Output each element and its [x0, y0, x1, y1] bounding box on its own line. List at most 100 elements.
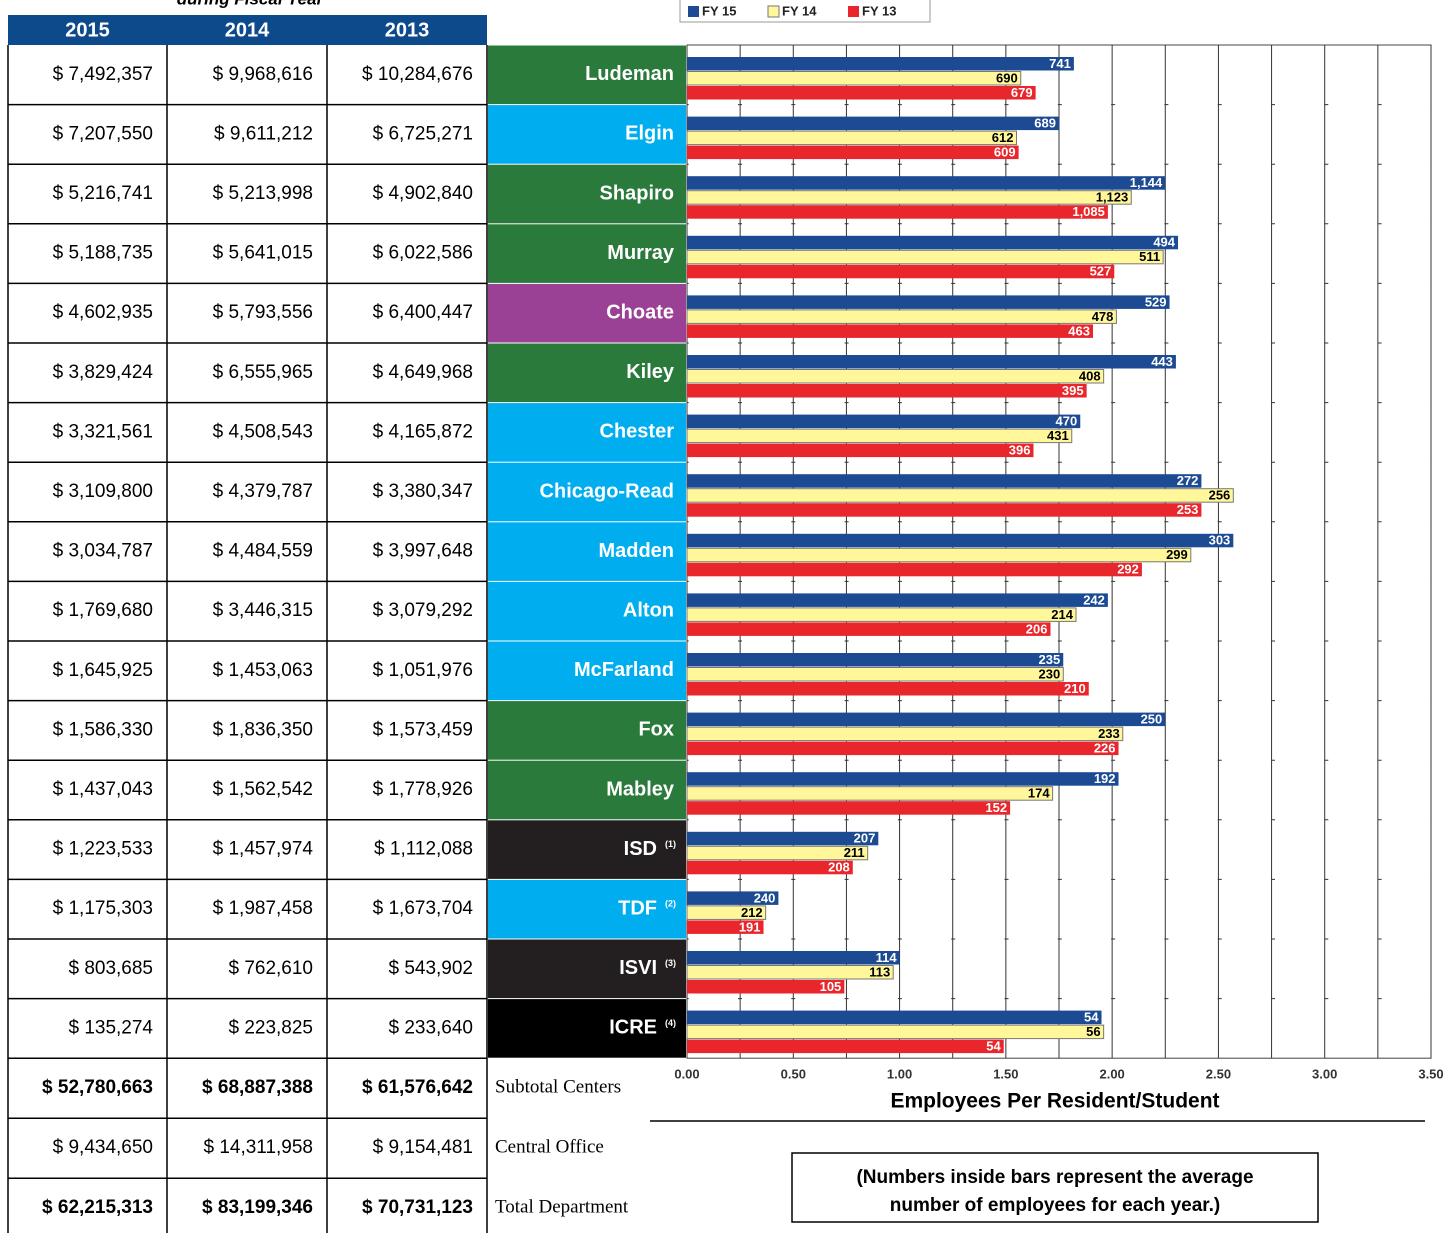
bar-label: 207 — [854, 831, 876, 846]
bar — [687, 86, 1036, 100]
table-cell: $ 3,321,561 — [53, 421, 153, 442]
bar-label: 478 — [1092, 309, 1114, 324]
bar — [686, 845, 869, 861]
category-cell — [488, 45, 686, 105]
category-cell — [488, 939, 686, 999]
table-cell: $ 6,400,447 — [373, 302, 473, 323]
table-cell: $ 5,793,556 — [213, 302, 313, 323]
bar-label: 463 — [1068, 323, 1090, 338]
table-cell: $ 6,555,965 — [213, 362, 313, 383]
bar-label: 527 — [1090, 264, 1112, 279]
bar-label: 470 — [1056, 414, 1078, 429]
category-cell — [488, 999, 686, 1058]
table-cell: $ 135,274 — [68, 1017, 153, 1038]
table-cell: $ 1,453,063 — [213, 660, 313, 681]
bar-label: 242 — [1083, 592, 1105, 607]
bar — [686, 667, 1064, 682]
bar-label: 256 — [1209, 488, 1231, 503]
table-cell: $ 52,780,663 — [42, 1077, 153, 1098]
category-label: Chicago-Read — [540, 480, 674, 502]
x-tick-label: 3.50 — [1418, 1067, 1443, 1082]
bar — [687, 622, 1051, 636]
legend-label: FY 13 — [862, 3, 896, 18]
x-tick-label: 1.50 — [993, 1067, 1018, 1082]
x-axis-title: Employees Per Resident/Student — [890, 1090, 1219, 1113]
bar — [687, 57, 1074, 71]
bar — [687, 1039, 1004, 1054]
bar-label: 741 — [1049, 56, 1071, 71]
table-cell: $ 3,034,787 — [53, 541, 153, 562]
table-cell: $ 1,437,043 — [53, 779, 153, 800]
bar-label: 54 — [1084, 1010, 1099, 1025]
bar — [687, 741, 1119, 756]
bar — [687, 355, 1176, 369]
bar — [687, 712, 1166, 727]
category-cell — [488, 164, 686, 224]
table-cell: $ 1,778,926 — [373, 779, 473, 800]
bar — [687, 860, 853, 875]
bar-label: 174 — [1028, 786, 1050, 801]
bar-label: 443 — [1151, 354, 1173, 369]
table-cell: $ 10,284,676 — [362, 64, 473, 85]
bar — [686, 1024, 1105, 1040]
bar — [686, 905, 767, 920]
summary-label: Total Department — [495, 1197, 629, 1218]
bar — [686, 249, 1164, 265]
category-cell — [488, 701, 686, 760]
bar-label: 408 — [1079, 368, 1101, 383]
table-cell: $ 4,602,935 — [53, 302, 153, 323]
category-cell — [488, 641, 686, 701]
bar-label: 1,085 — [1072, 204, 1105, 219]
table-cell: $ 762,610 — [228, 958, 313, 979]
bar-label: 529 — [1145, 294, 1167, 309]
x-tick-label: 2.00 — [1099, 1067, 1124, 1082]
bar — [686, 547, 1192, 563]
note-text: (Numbers inside bars represent the avera… — [856, 1167, 1253, 1188]
table-cell: $ 7,207,550 — [53, 123, 153, 144]
bar-label: 192 — [1094, 771, 1116, 786]
x-tick-label: 2.50 — [1206, 1067, 1231, 1082]
category-label: ISVI — [619, 957, 657, 979]
bar — [687, 443, 1034, 458]
table-cell: $ 3,079,292 — [373, 600, 473, 621]
bar-label: 292 — [1117, 562, 1139, 577]
category-label: Ludeman — [585, 63, 674, 85]
bar-label: 214 — [1051, 607, 1073, 622]
bar — [687, 176, 1166, 190]
table-cell: $ 803,685 — [68, 958, 153, 979]
category-cell — [488, 581, 686, 641]
legend-swatch — [688, 6, 699, 17]
table-cell: $ 3,446,315 — [213, 600, 313, 621]
table-cell: $ 1,112,088 — [374, 839, 473, 860]
table-cell: $ 223,825 — [228, 1017, 313, 1038]
table-cell: $ 4,902,840 — [373, 183, 473, 204]
bar-label: 253 — [1177, 502, 1199, 517]
bar — [687, 384, 1087, 398]
bar — [687, 1010, 1102, 1025]
bar-label: 226 — [1094, 741, 1116, 756]
bar — [687, 145, 1019, 160]
bar — [687, 891, 779, 905]
table-cell: $ 9,968,616 — [213, 64, 313, 85]
category-cell — [488, 283, 686, 343]
category-cell — [488, 879, 686, 939]
bar — [686, 726, 1124, 742]
table-cell: $ 9,154,481 — [373, 1137, 473, 1158]
bar-label: 235 — [1039, 652, 1061, 667]
table-cell: $ 1,987,458 — [213, 898, 313, 919]
table-cell: $ 6,022,586 — [373, 243, 473, 264]
table-caption: during Fiscal Year — [177, 0, 325, 8]
category-label: Kiley — [626, 361, 675, 383]
table-cell: $ 1,223,533 — [53, 839, 153, 860]
table-cell: $ 5,641,015 — [213, 243, 313, 264]
category-cell — [488, 343, 686, 403]
table-cell: $ 3,829,424 — [53, 362, 154, 383]
category-label: Mabley — [606, 778, 675, 800]
table-cell: $ 5,213,998 — [213, 183, 313, 204]
bar — [687, 951, 900, 965]
category-cell — [488, 224, 686, 283]
bar-label: 690 — [996, 70, 1018, 85]
table-cell: $ 1,836,350 — [213, 719, 313, 740]
bar — [686, 190, 1132, 205]
category-cell — [488, 403, 686, 462]
